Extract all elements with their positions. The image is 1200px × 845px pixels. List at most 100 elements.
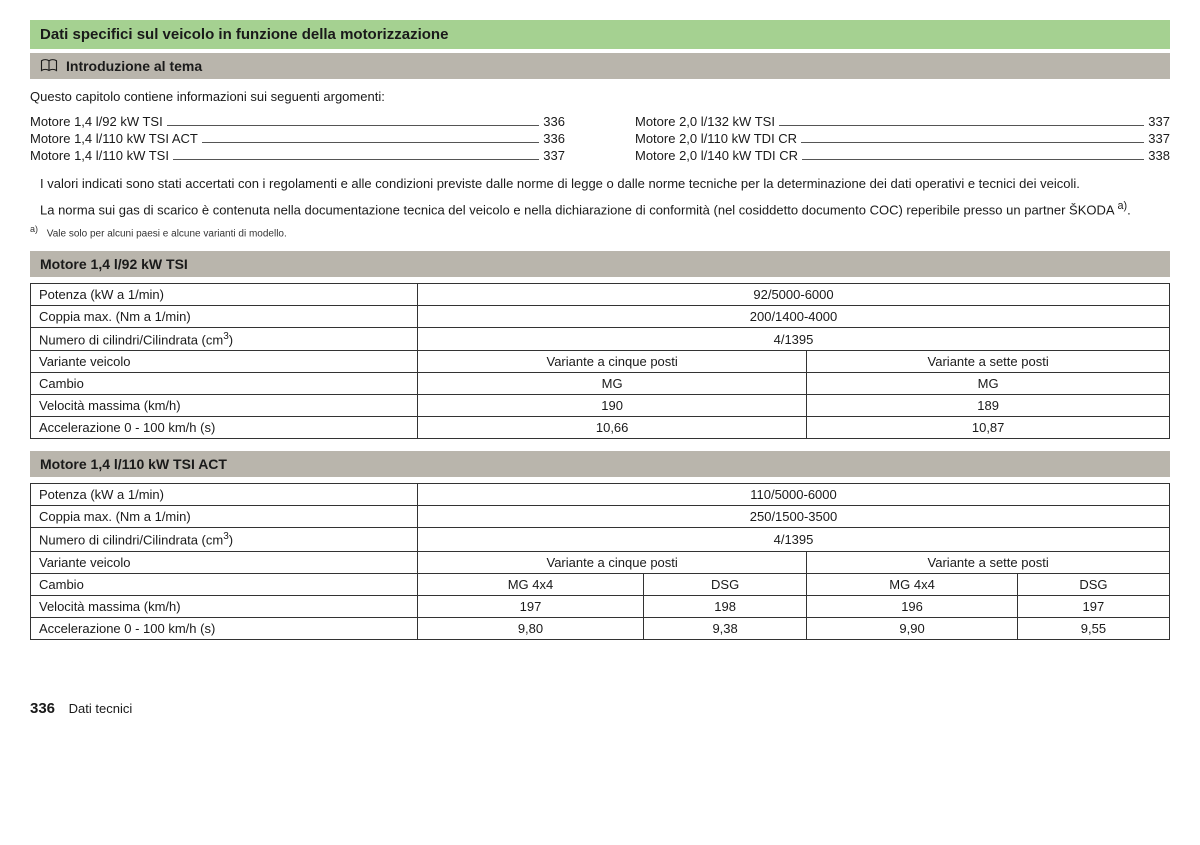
table-row: Velocità massima (km/h) 197 198 196 197 (31, 595, 1170, 617)
book-icon (40, 59, 58, 73)
section2-header: Motore 1,4 l/110 kW TSI ACT (30, 451, 1170, 477)
cilindri-a: Numero di cilindri/Cilindrata (cm (39, 332, 223, 347)
toc-label: Motore 2,0 l/140 kW TDI CR (635, 148, 798, 163)
footnote-mark: a) (30, 224, 38, 234)
cilindri-b: ) (229, 332, 233, 347)
cilindri-b: ) (229, 533, 233, 548)
table-row: Accelerazione 0 - 100 km/h (s) 9,80 9,38… (31, 617, 1170, 639)
table-row: Cambio MG MG (31, 373, 1170, 395)
variant-col: Variante a sette posti (807, 551, 1170, 573)
cell: 197 (1017, 595, 1169, 617)
toc-page: 337 (1148, 131, 1170, 146)
toc-container: Questo capitolo contiene informazioni su… (30, 85, 1170, 165)
table-row: Numero di cilindri/Cilindrata (cm3) 4/13… (31, 528, 1170, 551)
table-row: Numero di cilindri/Cilindrata (cm3) 4/13… (31, 328, 1170, 351)
table-row: Accelerazione 0 - 100 km/h (s) 10,66 10,… (31, 417, 1170, 439)
table-row: Potenza (kW a 1/min) 92/5000-6000 (31, 284, 1170, 306)
cell: 9,90 (807, 617, 1018, 639)
page-number: 336 (30, 700, 55, 717)
cell: 9,55 (1017, 617, 1169, 639)
toc-item: Motore 1,4 l/110 kW TSI ACT 336 (30, 131, 565, 146)
toc-label: Motore 1,4 l/110 kW TSI (30, 148, 169, 163)
table-row: Variante veicolo Variante a cinque posti… (31, 551, 1170, 573)
toc-intro-text: Questo capitolo contiene informazioni su… (30, 89, 565, 104)
body-paragraph-1: I valori indicati sono stati accertati c… (40, 175, 1160, 193)
toc-leader (173, 159, 539, 160)
toc-right-col: . Motore 2,0 l/132 kW TSI 337 Motore 2,0… (635, 85, 1170, 165)
page-footer: 336 Dati tecnici (30, 700, 1170, 717)
row-label: Numero di cilindri/Cilindrata (cm3) (31, 528, 418, 551)
toc-leader (802, 159, 1144, 160)
cell: MG (807, 373, 1170, 395)
toc-label: Motore 1,4 l/92 kW TSI (30, 114, 163, 129)
row-value: 110/5000-6000 (418, 484, 1170, 506)
row-label: Cambio (31, 373, 418, 395)
cell: 190 (418, 395, 807, 417)
toc-item: Motore 1,4 l/92 kW TSI 336 (30, 114, 565, 129)
row-value: 4/1395 (418, 328, 1170, 351)
row-value: 92/5000-6000 (418, 284, 1170, 306)
cell: 196 (807, 595, 1018, 617)
cilindri-a: Numero di cilindri/Cilindrata (cm (39, 533, 223, 548)
footnote: a) Vale solo per alcuni paesi e alcune v… (30, 224, 1170, 239)
variant-col: Variante a cinque posti (418, 351, 807, 373)
section1-header: Motore 1,4 l/92 kW TSI (30, 251, 1170, 277)
row-value: 4/1395 (418, 528, 1170, 551)
toc-page: 337 (543, 148, 565, 163)
cell: 9,38 (643, 617, 806, 639)
toc-label: Motore 2,0 l/110 kW TDI CR (635, 131, 797, 146)
spec-table-1: Potenza (kW a 1/min) 92/5000-6000 Coppia… (30, 283, 1170, 439)
cell: 9,80 (418, 617, 644, 639)
toc-item: Motore 2,0 l/110 kW TDI CR 337 (635, 131, 1170, 146)
toc-page: 338 (1148, 148, 1170, 163)
cell: 10,66 (418, 417, 807, 439)
row-label: Accelerazione 0 - 100 km/h (s) (31, 617, 418, 639)
toc-item: Motore 1,4 l/110 kW TSI 337 (30, 148, 565, 163)
row-value: 250/1500-3500 (418, 506, 1170, 528)
toc-leader (202, 142, 539, 143)
body-p2-sup: a) (1117, 200, 1127, 212)
row-label: Variante veicolo (31, 551, 418, 573)
section-header-main: Dati specifici sul veicolo in funzione d… (30, 20, 1170, 49)
cell: 198 (643, 595, 806, 617)
intro-header-bar: Introduzione al tema (30, 53, 1170, 79)
cell: MG 4x4 (807, 573, 1018, 595)
table-row: Potenza (kW a 1/min) 110/5000-6000 (31, 484, 1170, 506)
row-label: Cambio (31, 573, 418, 595)
cell: 10,87 (807, 417, 1170, 439)
cell: 189 (807, 395, 1170, 417)
table-row: Cambio MG 4x4 DSG MG 4x4 DSG (31, 573, 1170, 595)
row-label: Potenza (kW a 1/min) (31, 484, 418, 506)
toc-page: 336 (543, 131, 565, 146)
cell: 197 (418, 595, 644, 617)
toc-item: Motore 2,0 l/132 kW TSI 337 (635, 114, 1170, 129)
row-label: Variante veicolo (31, 351, 418, 373)
cell: MG (418, 373, 807, 395)
spec-table-2: Potenza (kW a 1/min) 110/5000-6000 Coppi… (30, 483, 1170, 639)
row-label: Velocità massima (km/h) (31, 395, 418, 417)
row-label: Accelerazione 0 - 100 km/h (s) (31, 417, 418, 439)
variant-col: Variante a sette posti (807, 351, 1170, 373)
table-row: Coppia max. (Nm a 1/min) 200/1400-4000 (31, 306, 1170, 328)
footer-label: Dati tecnici (69, 701, 133, 716)
toc-leader (779, 125, 1144, 126)
toc-leader (167, 125, 540, 126)
cell: DSG (1017, 573, 1169, 595)
row-label: Velocità massima (km/h) (31, 595, 418, 617)
row-label: Numero di cilindri/Cilindrata (cm3) (31, 328, 418, 351)
row-label: Coppia max. (Nm a 1/min) (31, 306, 418, 328)
toc-label: Motore 2,0 l/132 kW TSI (635, 114, 775, 129)
footnote-text: Vale solo per alcuni paesi e alcune vari… (47, 228, 287, 239)
cell: MG 4x4 (418, 573, 644, 595)
intro-header-text: Introduzione al tema (66, 58, 202, 74)
table-row: Coppia max. (Nm a 1/min) 250/1500-3500 (31, 506, 1170, 528)
table-row: Variante veicolo Variante a cinque posti… (31, 351, 1170, 373)
variant-col: Variante a cinque posti (418, 551, 807, 573)
body-paragraph-2: La norma sui gas di scarico è contenuta … (40, 199, 1160, 220)
toc-left-col: Questo capitolo contiene informazioni su… (30, 85, 565, 165)
toc-item: Motore 2,0 l/140 kW TDI CR 338 (635, 148, 1170, 163)
toc-label: Motore 1,4 l/110 kW TSI ACT (30, 131, 198, 146)
body-p2-a: La norma sui gas di scarico è contenuta … (40, 203, 1117, 218)
table-row: Velocità massima (km/h) 190 189 (31, 395, 1170, 417)
toc-leader (801, 142, 1144, 143)
